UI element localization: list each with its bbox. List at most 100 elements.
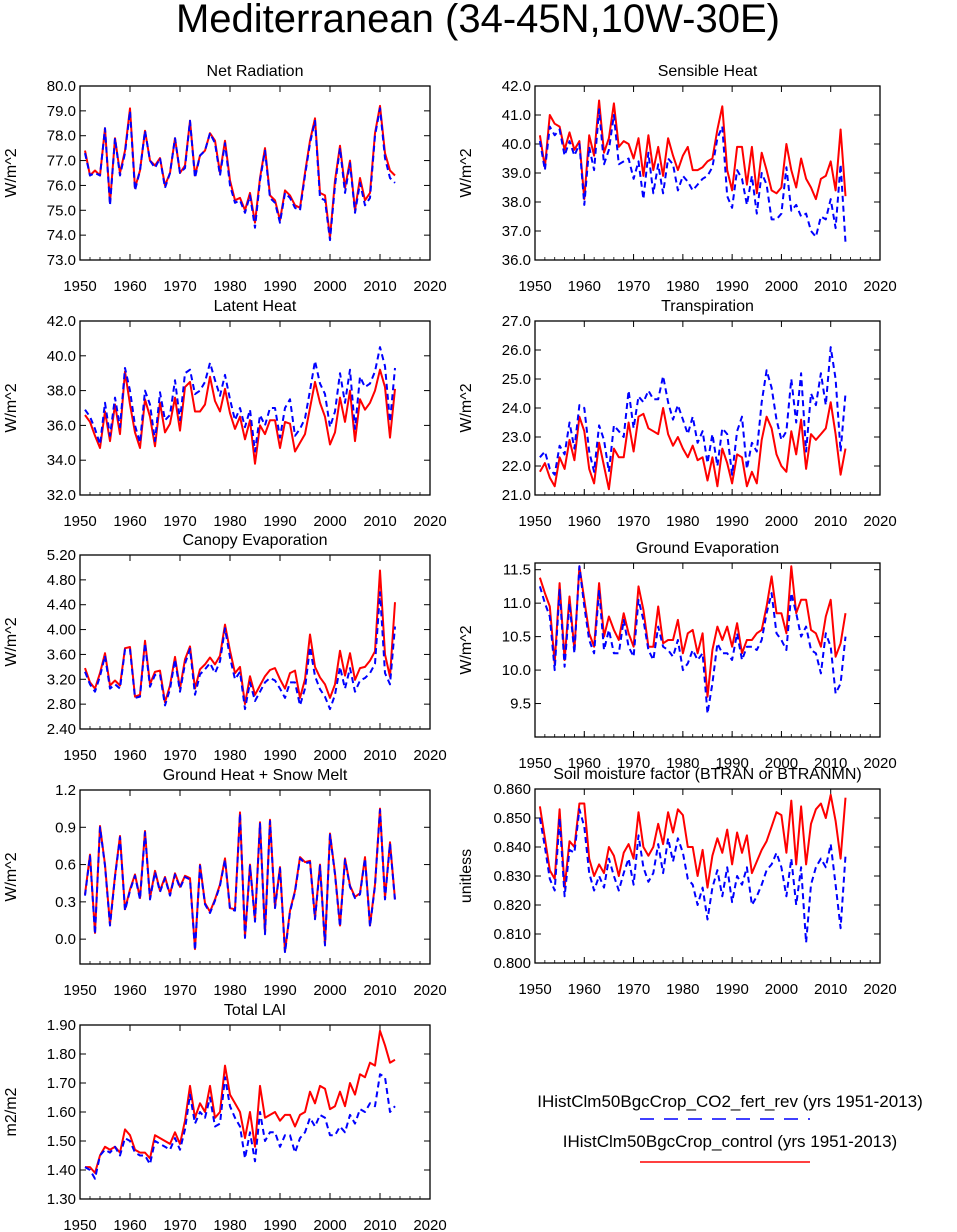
x-tick-label: 2020 [863, 981, 896, 998]
x-tick-label: 1960 [113, 513, 146, 530]
series-line-co2-fert-rev [539, 346, 847, 476]
y-tick-label: 3.60 [47, 646, 76, 663]
y-axis-label: W/m^2 [458, 383, 475, 432]
y-axis-label: W/m^2 [458, 148, 475, 197]
chart-title: Ground Evaporation [636, 540, 779, 557]
x-tick-label: 1950 [63, 278, 96, 295]
x-tick-label: 1980 [213, 982, 246, 999]
x-tick-label: 2020 [863, 513, 896, 530]
x-tick-label: 2010 [363, 278, 396, 295]
y-axis-label: W/m^2 [3, 617, 20, 666]
y-tick-label: 39.0 [502, 165, 531, 182]
page-title: Mediterranean (34-45N,10W-30E) [176, 0, 780, 41]
x-tick-label: 2020 [863, 755, 896, 772]
y-tick-label: 0.860 [493, 781, 531, 798]
x-tick-label: 1950 [518, 981, 551, 998]
chart-panel-2: Latent Heat W/m^2 1950 1960 1970 1980 1990 2000… [3, 298, 447, 530]
x-tick-label: 1970 [617, 513, 650, 530]
x-tick-label: 2010 [363, 1217, 396, 1232]
x-tick-label: 1950 [63, 513, 96, 530]
x-tick-label: 2020 [413, 513, 446, 530]
x-tick-label: 1950 [63, 1217, 96, 1232]
chart-title: Sensible Heat [658, 63, 758, 80]
y-tick-label: 0.830 [493, 868, 531, 885]
y-axis-label: W/m^2 [3, 148, 20, 197]
chart-panel-1: Sensible Heat W/m^2 1950 1960 1970 1980 1990 20… [458, 63, 897, 295]
legend-label-control: IHistClm50BgcCrop_control (yrs 1951-2013… [563, 1132, 897, 1151]
plot-frame [79, 554, 431, 730]
y-tick-label: 75.0 [47, 202, 76, 219]
x-tick-label: 1960 [568, 755, 601, 772]
y-tick-label: 21.0 [502, 487, 531, 504]
x-tick-label: 1980 [666, 981, 699, 998]
y-tick-label: 1.40 [47, 1162, 76, 1179]
x-tick-label: 2020 [863, 278, 896, 295]
x-tick-label: 1990 [715, 278, 748, 295]
chart-title: Transpiration [661, 298, 754, 315]
x-tick-label: 1950 [518, 278, 551, 295]
chart-panel-4: Canopy Evaporation W/m^2 1950 1960 1970 1980 1… [3, 532, 447, 764]
x-tick-label: 1960 [113, 1217, 146, 1232]
x-tick-label: 1980 [666, 513, 699, 530]
chart-title: Net Radiation [207, 63, 304, 80]
y-tick-label: 22.0 [502, 458, 531, 475]
x-tick-label: 2010 [814, 981, 847, 998]
x-tick-label: 1990 [715, 513, 748, 530]
series-line-co2-fert-rev [84, 1073, 396, 1180]
chart-title: Ground Heat + Snow Melt [163, 767, 348, 784]
chart-panel-3: Transpiration W/m^2 1950 1960 1970 1980 1990 20… [458, 298, 897, 530]
series-line-co2-fert-rev [538, 565, 847, 715]
y-axis-label: W/m^2 [458, 625, 475, 674]
x-tick-label: 1970 [163, 982, 196, 999]
chart-panel-7: Soil moisture factor (BTRAN or BTRANMN) u… [458, 766, 897, 998]
x-tick-label: 2020 [413, 278, 446, 295]
x-tick-label: 1980 [666, 278, 699, 295]
series-line-control [538, 565, 847, 698]
chart-panel-8: Total LAI m2/m2 1950 1960 1970 1980 1990 2000 20… [3, 1002, 447, 1232]
y-tick-label: 1.50 [47, 1133, 76, 1150]
chart-panels: Net Radiation W/m^2 1950 1960 1970 1980 1990 20… [3, 63, 897, 1232]
series-line-co2-fert-rev [84, 346, 396, 453]
y-tick-label: 40.0 [502, 136, 531, 153]
y-tick-label: 78.0 [47, 128, 76, 145]
y-tick-label: 73.0 [47, 252, 76, 269]
y-tick-label: 0.850 [493, 810, 531, 827]
x-tick-label: 2000 [765, 755, 798, 772]
chart-title: Total LAI [224, 1002, 286, 1019]
x-tick-label: 1960 [113, 278, 146, 295]
x-tick-label: 1990 [263, 278, 296, 295]
y-tick-label: 1.60 [47, 1104, 76, 1121]
series-line-control [84, 569, 396, 706]
x-tick-label: 1990 [263, 513, 296, 530]
series-line-control [84, 368, 396, 465]
y-tick-label: 42.0 [502, 78, 531, 95]
y-tick-label: 40.0 [47, 348, 76, 365]
y-tick-label: 26.0 [502, 342, 531, 359]
y-axis-label: W/m^2 [3, 852, 20, 901]
y-tick-label: 1.80 [47, 1046, 76, 1063]
y-tick-label: 79.0 [47, 103, 76, 120]
x-tick-label: 1960 [568, 513, 601, 530]
x-tick-label: 1990 [263, 747, 296, 764]
x-tick-label: 1980 [213, 278, 246, 295]
x-tick-label: 2010 [363, 513, 396, 530]
x-tick-label: 1970 [617, 278, 650, 295]
y-tick-label: 2.80 [47, 696, 76, 713]
x-tick-label: 1990 [263, 982, 296, 999]
y-tick-label: 11.5 [503, 562, 531, 579]
x-tick-label: 2000 [765, 981, 798, 998]
y-tick-label: 1.70 [47, 1075, 76, 1092]
y-tick-label: 0.3 [55, 894, 76, 911]
x-tick-label: 2000 [765, 513, 798, 530]
y-axis-label: W/m^2 [3, 383, 20, 432]
y-tick-label: 38.0 [502, 194, 531, 211]
x-tick-label: 1980 [213, 1217, 246, 1232]
y-axis-label: m2/m2 [3, 1087, 20, 1136]
y-tick-label: 80.0 [47, 78, 76, 95]
x-tick-label: 1950 [518, 513, 551, 530]
series-line-control [85, 1029, 396, 1174]
y-tick-label: 36.0 [502, 252, 531, 269]
y-tick-label: 0.810 [493, 926, 531, 943]
y-tick-label: 34.0 [47, 452, 76, 469]
x-tick-label: 2020 [413, 1217, 446, 1232]
